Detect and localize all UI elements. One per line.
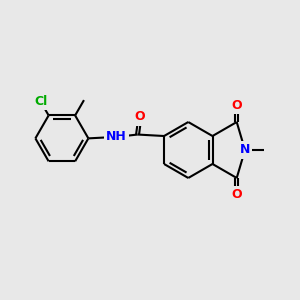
Text: Cl: Cl	[34, 95, 47, 108]
Text: N: N	[240, 143, 250, 157]
Text: NH: NH	[106, 130, 127, 143]
Text: O: O	[231, 99, 242, 112]
Text: O: O	[231, 188, 242, 201]
Text: O: O	[135, 110, 145, 123]
